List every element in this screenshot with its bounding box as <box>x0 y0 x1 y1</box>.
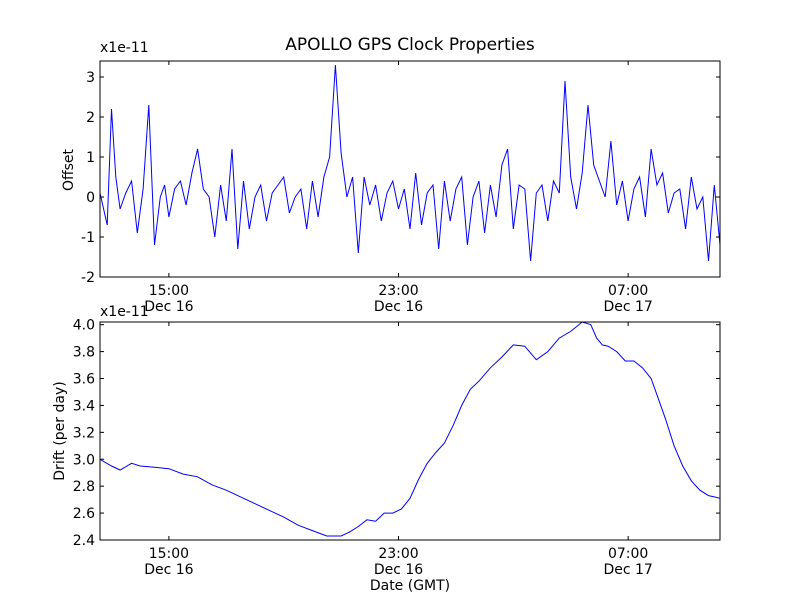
drift-xtick-date: Dec 17 <box>603 562 652 578</box>
offset-axes-frame <box>99 60 721 278</box>
offset-ylabel: Offset <box>61 148 77 191</box>
offset-multiplier: x1e-11 <box>100 40 149 56</box>
drift-ytick-label: 3.8 <box>73 345 95 361</box>
offset-xtick-date: Dec 16 <box>144 299 193 315</box>
drift-ylabel: Drift (per day) <box>52 381 68 480</box>
drift-axes-frame <box>99 321 721 541</box>
offset-ytick-label: 3 <box>86 70 95 86</box>
drift-panel: x1e-11 Drift (per day) Date (GMT) 2.4 2.6… <box>52 304 721 594</box>
offset-ytick-label: -2 <box>81 270 95 286</box>
drift-xlabel: Date (GMT) <box>370 578 450 594</box>
drift-xtick-date: Dec 16 <box>144 562 193 578</box>
chart-title: APOLLO GPS Clock Properties <box>285 35 535 55</box>
offset-series-line <box>99 64 721 262</box>
drift-ytick-label: 3.2 <box>73 425 95 441</box>
offset-xtick-time: 15:00 <box>149 283 189 299</box>
offset-xtick-time: 23:00 <box>378 283 418 299</box>
drift-ytick-label: 3.6 <box>73 372 95 388</box>
drift-ytick-label: 2.6 <box>73 506 95 522</box>
drift-ytick-label: 2.4 <box>73 533 95 549</box>
drift-xtick-time: 23:00 <box>378 546 418 562</box>
drift-ytick-label: 2.8 <box>73 479 95 495</box>
drift-multiplier: x1e-11 <box>100 304 149 320</box>
offset-ytick-label: 2 <box>86 110 95 126</box>
drift-ytick-label: 4.0 <box>73 318 95 334</box>
offset-ytick-label: 0 <box>86 190 95 206</box>
offset-xtick-date: Dec 17 <box>603 299 652 315</box>
offset-ytick-label: -1 <box>81 230 95 246</box>
drift-ytick-label: 3.0 <box>73 452 95 468</box>
drift-xtick-time: 15:00 <box>149 546 189 562</box>
drift-xtick-time: 07:00 <box>608 546 648 562</box>
drift-xtick-date: Dec 16 <box>374 562 423 578</box>
drift-series-line <box>99 321 721 537</box>
drift-ytick-label: 3.4 <box>73 398 95 414</box>
offset-xtick-time: 07:00 <box>608 283 648 299</box>
offset-ytick-label: 1 <box>86 150 95 166</box>
offset-xtick-date: Dec 16 <box>374 299 423 315</box>
